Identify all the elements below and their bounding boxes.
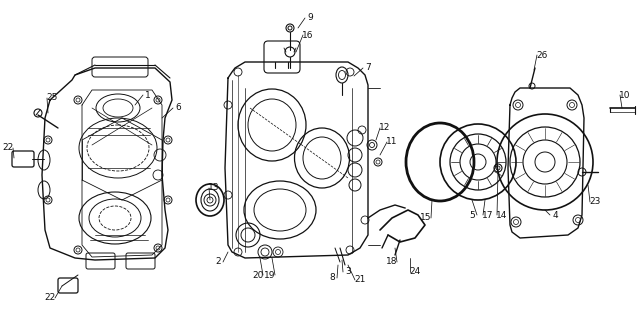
- Text: 10: 10: [620, 90, 631, 100]
- Text: 18: 18: [387, 257, 397, 267]
- Text: 8: 8: [329, 274, 335, 282]
- Text: 20: 20: [252, 270, 264, 280]
- Text: 21: 21: [355, 275, 365, 284]
- Text: 6: 6: [175, 103, 181, 113]
- Text: 3: 3: [345, 268, 351, 276]
- Text: 26: 26: [536, 50, 548, 60]
- Text: 22: 22: [3, 144, 13, 152]
- Text: 14: 14: [496, 210, 508, 219]
- Text: 17: 17: [483, 210, 493, 219]
- Text: 12: 12: [380, 124, 390, 133]
- Text: 5: 5: [469, 210, 475, 219]
- Text: 19: 19: [264, 270, 276, 280]
- Text: 24: 24: [410, 268, 420, 276]
- Text: 13: 13: [208, 184, 220, 192]
- Text: 25: 25: [46, 94, 58, 102]
- Text: 23: 23: [589, 197, 601, 206]
- Text: 7: 7: [365, 63, 371, 73]
- Text: 11: 11: [387, 138, 397, 146]
- Text: 16: 16: [302, 30, 314, 40]
- Text: 9: 9: [307, 14, 313, 23]
- Text: 2: 2: [215, 257, 221, 267]
- Text: 4: 4: [552, 210, 558, 219]
- Text: 22: 22: [44, 294, 56, 302]
- Text: 15: 15: [420, 214, 432, 223]
- Text: 1: 1: [145, 90, 151, 100]
